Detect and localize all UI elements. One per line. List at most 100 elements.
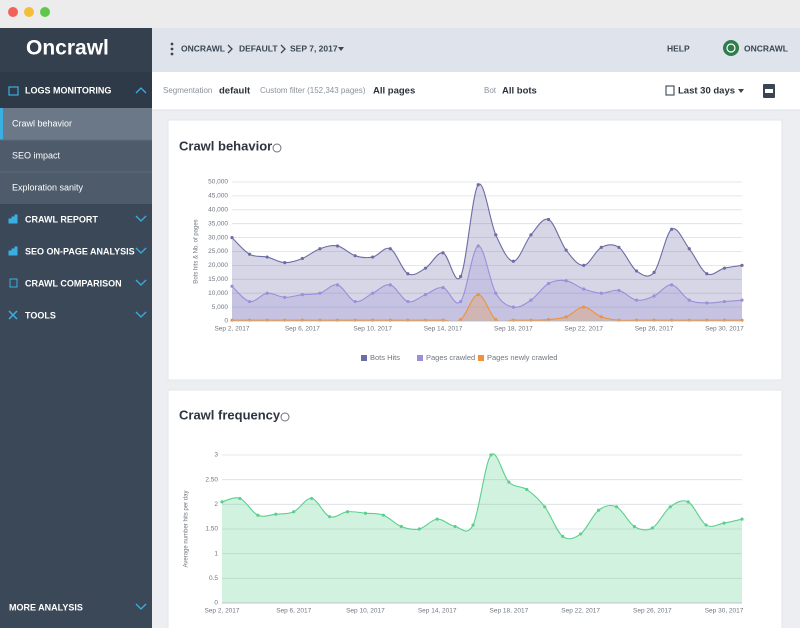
x-tick-label: Sep 14, 2017 [418,608,457,615]
point [310,496,314,501]
menu-section[interactable]: MORE ANALYSIS [9,602,83,612]
point [406,299,410,304]
x-tick-label: Sep 6, 2017 [285,326,320,333]
icon [8,250,12,256]
logo[interactable]: Oncrawl [26,37,109,60]
point [670,227,674,231]
card [167,389,783,628]
menu-section[interactable]: CRAWL REPORT [25,214,98,224]
point [388,247,392,251]
point [617,245,621,249]
point [632,524,637,529]
x-tick-label: Sep 18, 2017 [494,326,533,333]
zoom-button[interactable] [40,7,50,17]
point [579,532,583,536]
point [471,523,475,527]
point [650,526,654,530]
dot [170,52,174,56]
point [596,508,601,512]
point [459,318,463,322]
point [335,244,340,248]
y-tick-label: 15,000 [208,276,228,283]
point [652,270,656,274]
filter-value[interactable]: default [219,86,251,97]
chevron [135,279,147,286]
menu-section[interactable]: SEO ON-PAGE ANALYSIS [25,246,135,256]
submenu-item[interactable]: Exploration sanity [12,182,84,192]
caret [338,47,344,51]
point [238,496,242,501]
caret [738,89,744,93]
submenu-item[interactable]: Crawl behavior [12,118,72,128]
point [670,283,674,287]
menu-dots[interactable] [170,42,174,56]
minimize-button[interactable] [24,7,34,17]
point [599,315,603,319]
y-tick-label: 1 [214,550,218,557]
point [525,487,529,492]
x-tick-label: Sep 14, 2017 [424,326,463,333]
submenu-item[interactable]: SEO impact [12,150,61,160]
point [529,233,533,237]
x-tick-label: Sep 18, 2017 [490,608,529,615]
y-tick-label: 35,000 [208,220,228,227]
account-name[interactable]: ONCRAWL [744,43,788,53]
calendar-icon [665,85,675,96]
area [232,245,742,321]
legend-label: Bots Hits [370,353,400,362]
point [300,256,304,261]
menu-section[interactable]: TOOLS [25,310,56,320]
filter-label: Bot [484,86,497,95]
icon [8,218,12,224]
point [582,287,586,291]
point [476,183,480,187]
period-select[interactable]: Last 30 days [678,86,735,97]
legend-label: Pages newly crawled [487,353,557,362]
point [459,299,463,304]
x-tick-label: Sep 10, 2017 [353,326,392,333]
menu-section-active[interactable] [0,72,152,108]
point [564,315,568,319]
y-tick-label: 45,000 [208,193,228,200]
point [256,513,260,517]
y-tick-label: 0.5 [209,575,218,582]
point [247,252,252,256]
point [476,292,480,297]
breadcrumb-item[interactable]: ONCRAWL [181,43,225,53]
filter-value[interactable]: All bots [502,86,537,97]
submenu-item-active[interactable] [0,108,152,140]
breadcrumb-item[interactable]: SEP 7, 2017 [290,43,338,53]
chevron [135,87,147,94]
title-bar [0,0,800,28]
y-tick-label: 0 [224,318,228,325]
menu-section[interactable]: CRAWL COMPARISON [25,278,122,288]
account-avatar[interactable] [723,40,739,56]
y-tick-label: 0 [214,600,218,607]
point [705,301,709,305]
breadcrumb-item[interactable]: DEFAULT [239,43,278,53]
menu-section[interactable]: LOGS MONITORING [25,85,111,95]
y-axis-label: Bots hits & Nb. of pages [194,219,200,283]
chevrons [135,215,147,610]
y-tick-label: 50,000 [208,179,228,186]
point [529,298,533,302]
help-icon[interactable] [272,143,282,153]
help-icon[interactable] [280,412,290,422]
filter-value[interactable]: All pages [373,86,415,97]
breadcrumb-separator [227,44,233,54]
point [634,269,639,273]
point [318,247,322,251]
dot [170,42,174,46]
point [599,245,603,249]
active-indicator [0,108,3,140]
close-button[interactable] [8,7,18,17]
top-header [152,28,800,72]
x-tick-label: Sep 22, 2017 [564,326,603,333]
x-tick-label: Sep 30, 2017 [705,326,744,333]
point [546,217,551,222]
point [230,236,234,240]
point [705,272,709,276]
avatar-icon [726,43,736,53]
help-link[interactable]: HELP [667,43,690,53]
point [546,281,551,286]
